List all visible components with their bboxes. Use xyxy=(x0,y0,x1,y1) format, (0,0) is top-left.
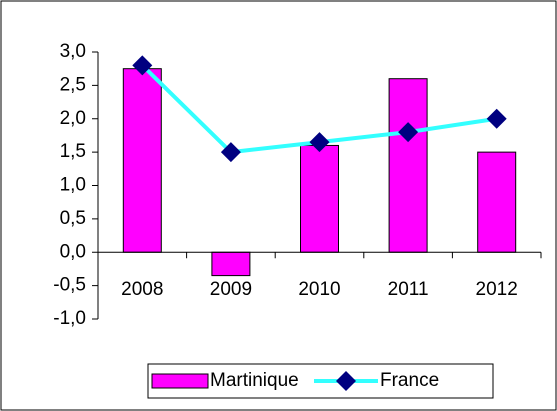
x-tick-label: 2011 xyxy=(388,279,429,300)
x-tick-label: 2009 xyxy=(210,279,252,300)
y-tick-label: 1,0 xyxy=(60,175,86,196)
x-tick-label: 2008 xyxy=(121,279,163,300)
bar xyxy=(122,68,162,253)
y-tick-label: 0,0 xyxy=(60,241,86,262)
y-tick-label: 2,5 xyxy=(60,74,86,95)
marker xyxy=(309,132,330,153)
x-tick-label: 2012 xyxy=(476,279,518,300)
legend-marker xyxy=(336,371,356,391)
bar xyxy=(211,251,251,277)
legend-label: Martinique xyxy=(210,370,299,391)
y-tick-label: 0,5 xyxy=(60,208,86,229)
y-tick-label: 3,0 xyxy=(60,41,86,62)
legend-swatch xyxy=(151,373,209,389)
x-tick-label: 2010 xyxy=(298,279,340,300)
bar xyxy=(477,151,517,253)
bar xyxy=(388,78,428,253)
marker xyxy=(220,142,241,163)
y-tick-label: 2,0 xyxy=(60,108,86,129)
bar xyxy=(300,144,339,253)
y-tick-label: 1,5 xyxy=(60,141,86,162)
legend-label: France xyxy=(380,370,439,391)
marker xyxy=(132,55,153,76)
marker xyxy=(398,122,419,143)
marker xyxy=(486,108,507,129)
y-tick-label: -1,0 xyxy=(53,308,86,329)
y-tick-label: -0,5 xyxy=(53,275,86,296)
